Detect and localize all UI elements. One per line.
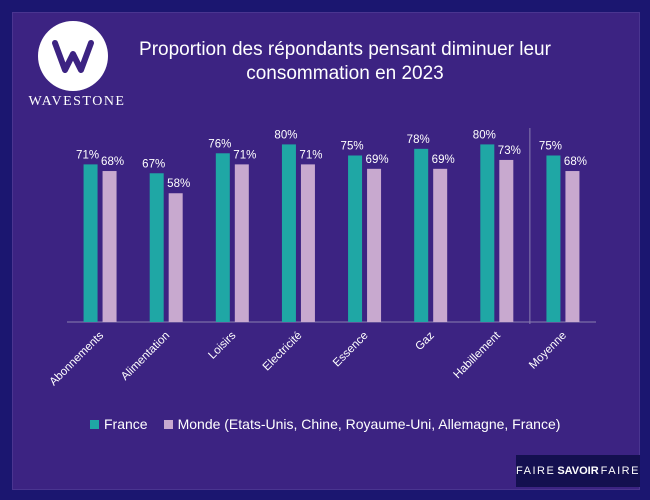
bar-monde-0 — [102, 171, 117, 322]
data-label-monde-3: 71% — [299, 149, 322, 161]
bar-monde-1 — [168, 193, 183, 322]
category-label-1: Alimentation — [119, 330, 172, 383]
data-label-monde-1: 58% — [167, 178, 190, 190]
wavestone-w-icon — [52, 40, 94, 73]
legend-label-france: France — [104, 416, 148, 432]
bar-france-3 — [281, 144, 296, 322]
bar-monde-5 — [433, 168, 448, 322]
bar-monde-7 — [565, 171, 580, 322]
data-label-monde-0: 68% — [101, 156, 124, 168]
bar-monde-4 — [367, 168, 382, 322]
data-label-monde-7: 68% — [564, 156, 587, 168]
bar-france-6 — [480, 144, 495, 322]
data-label-monde-6: 73% — [498, 145, 521, 157]
bar-france-5 — [414, 148, 429, 322]
logo-text: WAVESTONE — [28, 94, 126, 109]
bar-monde-3 — [300, 164, 315, 322]
footer-logo-mid: SAVOIR — [557, 465, 599, 477]
category-label-0: Abonnements — [48, 329, 107, 388]
data-label-france-0: 71% — [76, 149, 99, 161]
legend-label-monde: Monde (Etats-Unis, Chine, Royaume-Uni, A… — [177, 416, 561, 432]
category-label-4: Essence — [331, 330, 371, 370]
category-label-2: Loisirs — [206, 329, 238, 361]
data-label-france-6: 80% — [473, 129, 496, 141]
legend-item-france: France — [90, 416, 148, 432]
legend: France Monde (Etats-Unis, Chine, Royaume… — [90, 416, 576, 432]
category-label-3: Electricité — [261, 330, 305, 374]
legend-swatch-france — [90, 419, 99, 429]
category-label-5: Gaz — [413, 329, 437, 353]
bar-france-4 — [348, 155, 363, 322]
data-label-france-1: 67% — [142, 158, 165, 170]
legend-item-monde: Monde (Etats-Unis, Chine, Royaume-Uni, A… — [163, 416, 561, 432]
chart-frame — [12, 12, 640, 490]
data-label-france-2: 76% — [208, 138, 231, 150]
category-label-7: Moyenne — [527, 330, 569, 372]
data-label-monde-4: 69% — [366, 154, 389, 166]
bar-france-2 — [215, 153, 230, 322]
bar-france-7 — [546, 155, 561, 322]
data-label-france-3: 80% — [274, 129, 297, 141]
bar-monde-2 — [234, 164, 249, 322]
data-label-monde-2: 71% — [233, 149, 256, 161]
data-label-france-7: 75% — [539, 141, 562, 153]
footer-logo-right: FAIRE — [600, 465, 640, 477]
data-label-france-4: 75% — [341, 141, 364, 153]
wavestone-logo — [38, 21, 108, 91]
bar-france-0 — [83, 164, 98, 322]
data-label-france-5: 78% — [407, 134, 430, 146]
legend-swatch-monde — [163, 419, 173, 429]
footer-logo-left: FAIRE — [516, 465, 556, 477]
bar-monde-6 — [499, 159, 514, 322]
faire-savoir-faire-logo: FAIRE SAVOIR FAIRE — [516, 455, 640, 487]
category-label-6: Habillement — [452, 329, 504, 381]
data-label-monde-5: 69% — [432, 154, 455, 166]
bar-france-1 — [149, 173, 164, 322]
chart-title: Proportion des répondants pensant diminu… — [139, 39, 551, 84]
bar-chart: 71%68%Abonnements67%58%Alimentation76%71… — [48, 128, 596, 388]
